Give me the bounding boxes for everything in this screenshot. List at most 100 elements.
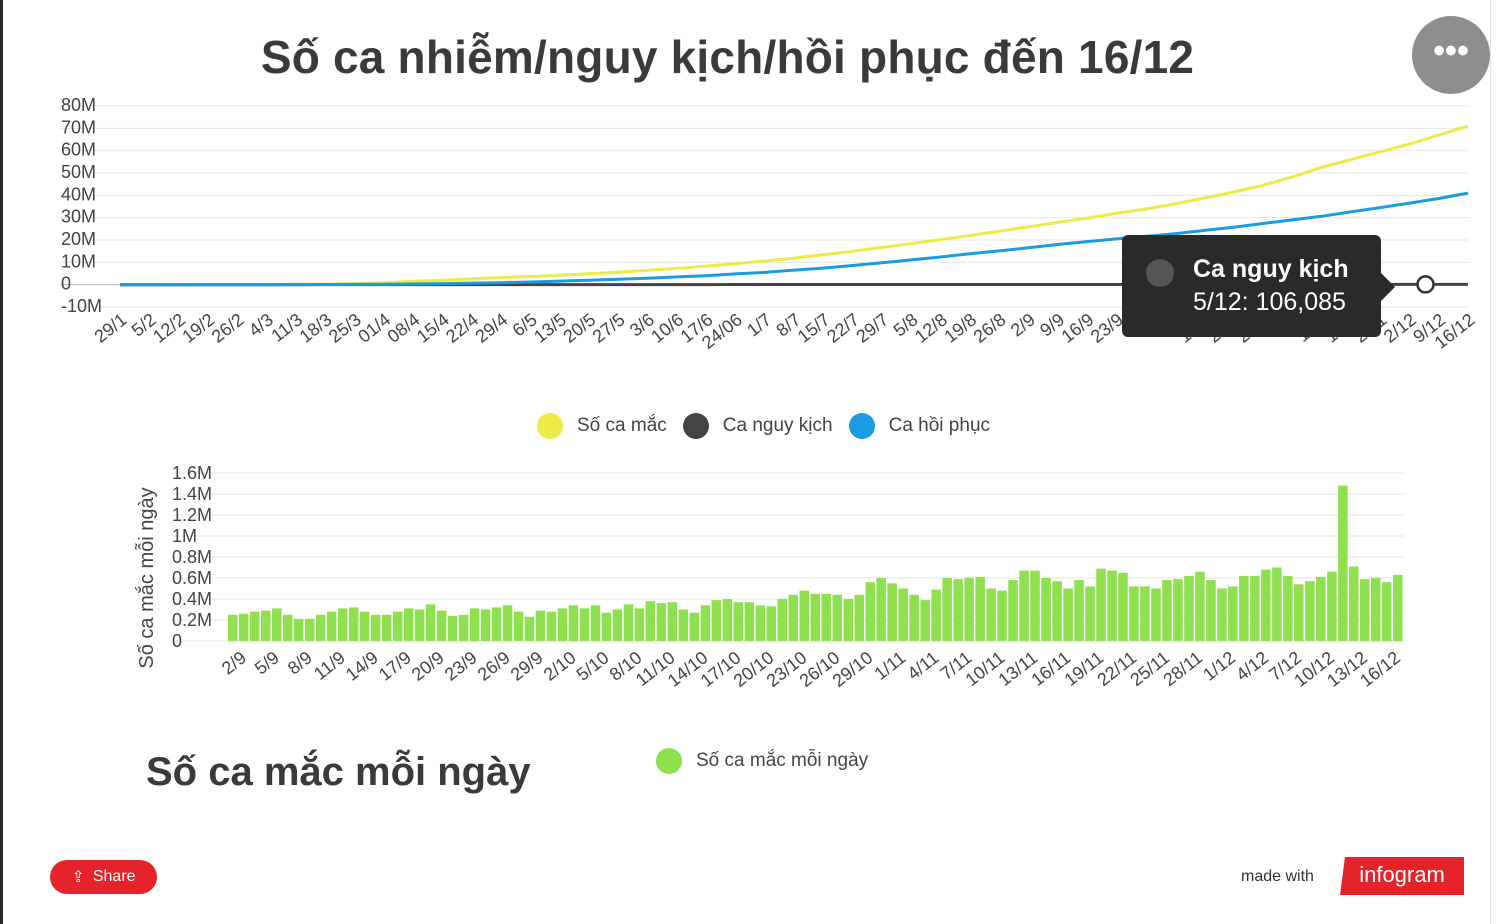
bar[interactable] (535, 610, 546, 641)
bar[interactable] (546, 611, 557, 641)
bar[interactable] (1371, 578, 1381, 641)
bar[interactable] (634, 608, 645, 641)
bar[interactable] (337, 608, 348, 641)
bar[interactable] (1239, 575, 1249, 641)
bar[interactable] (272, 608, 282, 641)
bar[interactable] (414, 609, 425, 642)
bar[interactable] (502, 605, 513, 641)
bar[interactable] (436, 610, 447, 641)
bar[interactable] (359, 611, 370, 641)
bar[interactable] (239, 613, 249, 641)
bar[interactable] (920, 600, 930, 641)
bar[interactable] (228, 614, 238, 642)
bar[interactable] (381, 614, 392, 642)
bar[interactable] (590, 605, 601, 641)
bar[interactable] (1294, 584, 1304, 641)
bar[interactable] (250, 611, 260, 641)
bar[interactable] (711, 600, 722, 641)
bar[interactable] (821, 593, 832, 642)
bar[interactable] (1349, 566, 1359, 642)
bar[interactable] (1228, 586, 1238, 641)
bar[interactable] (854, 594, 865, 641)
bar[interactable] (612, 609, 623, 642)
bar[interactable] (1393, 574, 1403, 641)
bar[interactable] (931, 589, 941, 641)
bar[interactable] (403, 608, 414, 641)
bar[interactable] (1107, 570, 1117, 641)
bar[interactable] (601, 612, 612, 641)
bar[interactable] (1129, 586, 1139, 641)
bar[interactable] (766, 606, 777, 641)
bar[interactable] (645, 601, 656, 641)
bar[interactable] (1206, 580, 1216, 641)
bar[interactable] (1074, 580, 1084, 641)
bar[interactable] (832, 594, 843, 641)
bar[interactable] (491, 607, 502, 641)
bar[interactable] (975, 576, 985, 641)
infogram-logo[interactable]: infogram (1340, 857, 1464, 895)
bar[interactable] (315, 614, 326, 642)
bar[interactable] (744, 602, 755, 641)
bar[interactable] (1184, 575, 1194, 641)
bar[interactable] (623, 604, 634, 642)
bar[interactable] (964, 578, 974, 641)
bar[interactable] (678, 609, 689, 642)
bar[interactable] (1140, 586, 1150, 641)
bar[interactable] (1250, 575, 1260, 641)
bar[interactable] (656, 603, 667, 641)
bar[interactable] (557, 608, 568, 641)
bar[interactable] (1382, 582, 1392, 641)
bar[interactable] (447, 615, 458, 641)
bar[interactable] (909, 594, 919, 641)
bar[interactable] (370, 614, 381, 642)
bar[interactable] (1151, 588, 1161, 642)
bar[interactable] (810, 593, 821, 642)
bar[interactable] (865, 582, 876, 641)
legend-item[interactable]: Ca nguy kịch (682, 413, 833, 439)
bar[interactable] (799, 590, 810, 641)
bar[interactable] (953, 579, 963, 641)
bar[interactable] (1272, 567, 1282, 642)
bar[interactable] (1283, 575, 1293, 641)
bar[interactable] (392, 611, 403, 641)
bar[interactable] (1063, 588, 1073, 642)
bar[interactable] (1162, 580, 1172, 641)
bar[interactable] (1085, 586, 1095, 641)
bar[interactable] (667, 602, 678, 641)
bar[interactable] (986, 588, 996, 642)
bar[interactable] (458, 614, 469, 642)
bar[interactable] (1327, 571, 1337, 641)
bar[interactable] (1041, 578, 1051, 641)
share-button[interactable]: ⇪ Share (50, 860, 157, 894)
bar[interactable] (524, 616, 535, 641)
bar[interactable] (887, 583, 897, 642)
bar[interactable] (876, 578, 886, 641)
bar[interactable] (293, 618, 304, 641)
bar[interactable] (480, 609, 491, 642)
bar[interactable] (1261, 569, 1271, 641)
bar[interactable] (1096, 568, 1106, 641)
bar[interactable] (722, 599, 733, 641)
bar[interactable] (1173, 579, 1183, 641)
bar[interactable] (788, 594, 799, 641)
more-options-icon[interactable]: ••• (1412, 16, 1490, 94)
bar[interactable] (326, 611, 337, 641)
bar[interactable] (997, 590, 1007, 641)
bar[interactable] (1019, 570, 1029, 641)
bar[interactable] (261, 610, 271, 641)
bar[interactable] (579, 608, 590, 641)
bar[interactable] (733, 602, 744, 641)
bar[interactable] (1305, 581, 1315, 641)
bar[interactable] (1195, 571, 1205, 641)
bar[interactable] (777, 599, 788, 641)
bar[interactable] (469, 608, 480, 641)
bar[interactable] (1338, 485, 1348, 641)
bar[interactable] (700, 605, 711, 641)
legend-item[interactable]: Số ca mắc (537, 413, 667, 439)
bar[interactable] (513, 611, 524, 641)
legend-item[interactable]: Ca hồi phục (848, 413, 990, 439)
bar[interactable] (283, 614, 293, 642)
bar[interactable] (425, 604, 436, 642)
bar[interactable] (898, 588, 908, 642)
bar[interactable] (1217, 588, 1227, 642)
